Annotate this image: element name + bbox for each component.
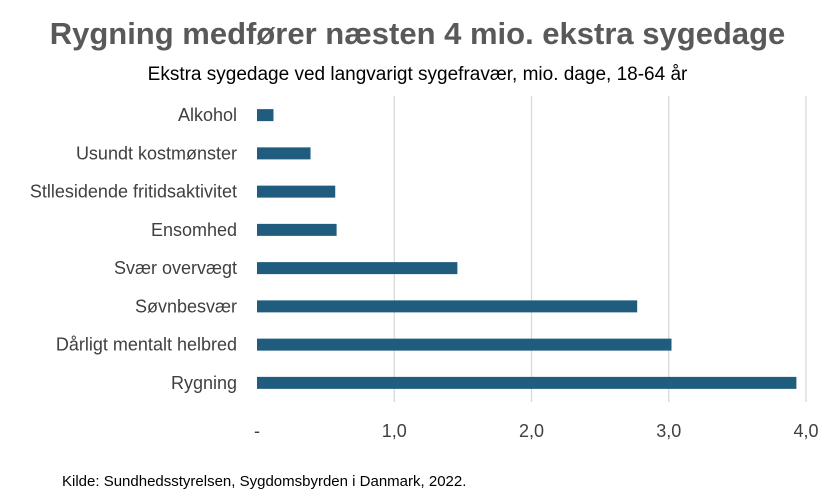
category-label: Ensomhed xyxy=(151,220,237,240)
chart-subtitle: Ekstra sygedage ved langvarigt sygefravæ… xyxy=(147,64,688,85)
bar xyxy=(257,147,311,160)
chart-title: Rygning medfører næsten 4 mio. ekstra sy… xyxy=(49,16,786,51)
x-tick-label: 3,0 xyxy=(656,421,681,441)
x-tick-label: 2,0 xyxy=(519,421,544,441)
bar xyxy=(257,223,337,236)
x-tick-label: 1,0 xyxy=(382,421,407,441)
category-label: Stllesidende fritidsaktivitet xyxy=(30,182,237,202)
bar xyxy=(257,376,797,389)
x-tick-labels: - 1,0 2,0 3,0 4,0 xyxy=(254,421,819,441)
category-label: Svær overvægt xyxy=(114,258,237,278)
bar xyxy=(257,338,672,351)
x-tick-label: - xyxy=(254,421,260,441)
bars xyxy=(257,109,797,389)
category-label: Usundt kostmønster xyxy=(76,143,237,163)
source-note: Kilde: Sundhedsstyrelsen, Sygdomsbyrden … xyxy=(62,473,467,490)
category-labels: Alkohol Usundt kostmønster Stllesidende fr… xyxy=(30,105,237,393)
category-label: Rygning xyxy=(171,373,237,393)
bar xyxy=(257,109,274,122)
category-label: Alkohol xyxy=(178,105,237,125)
bar xyxy=(257,185,336,198)
bar xyxy=(257,300,638,313)
gridlines xyxy=(393,96,807,402)
x-tick-label: 4,0 xyxy=(793,421,818,441)
category-label: Dårligt mentalt helbred xyxy=(56,335,237,355)
category-label: Søvnbesvær xyxy=(135,296,237,316)
bar xyxy=(257,262,458,275)
